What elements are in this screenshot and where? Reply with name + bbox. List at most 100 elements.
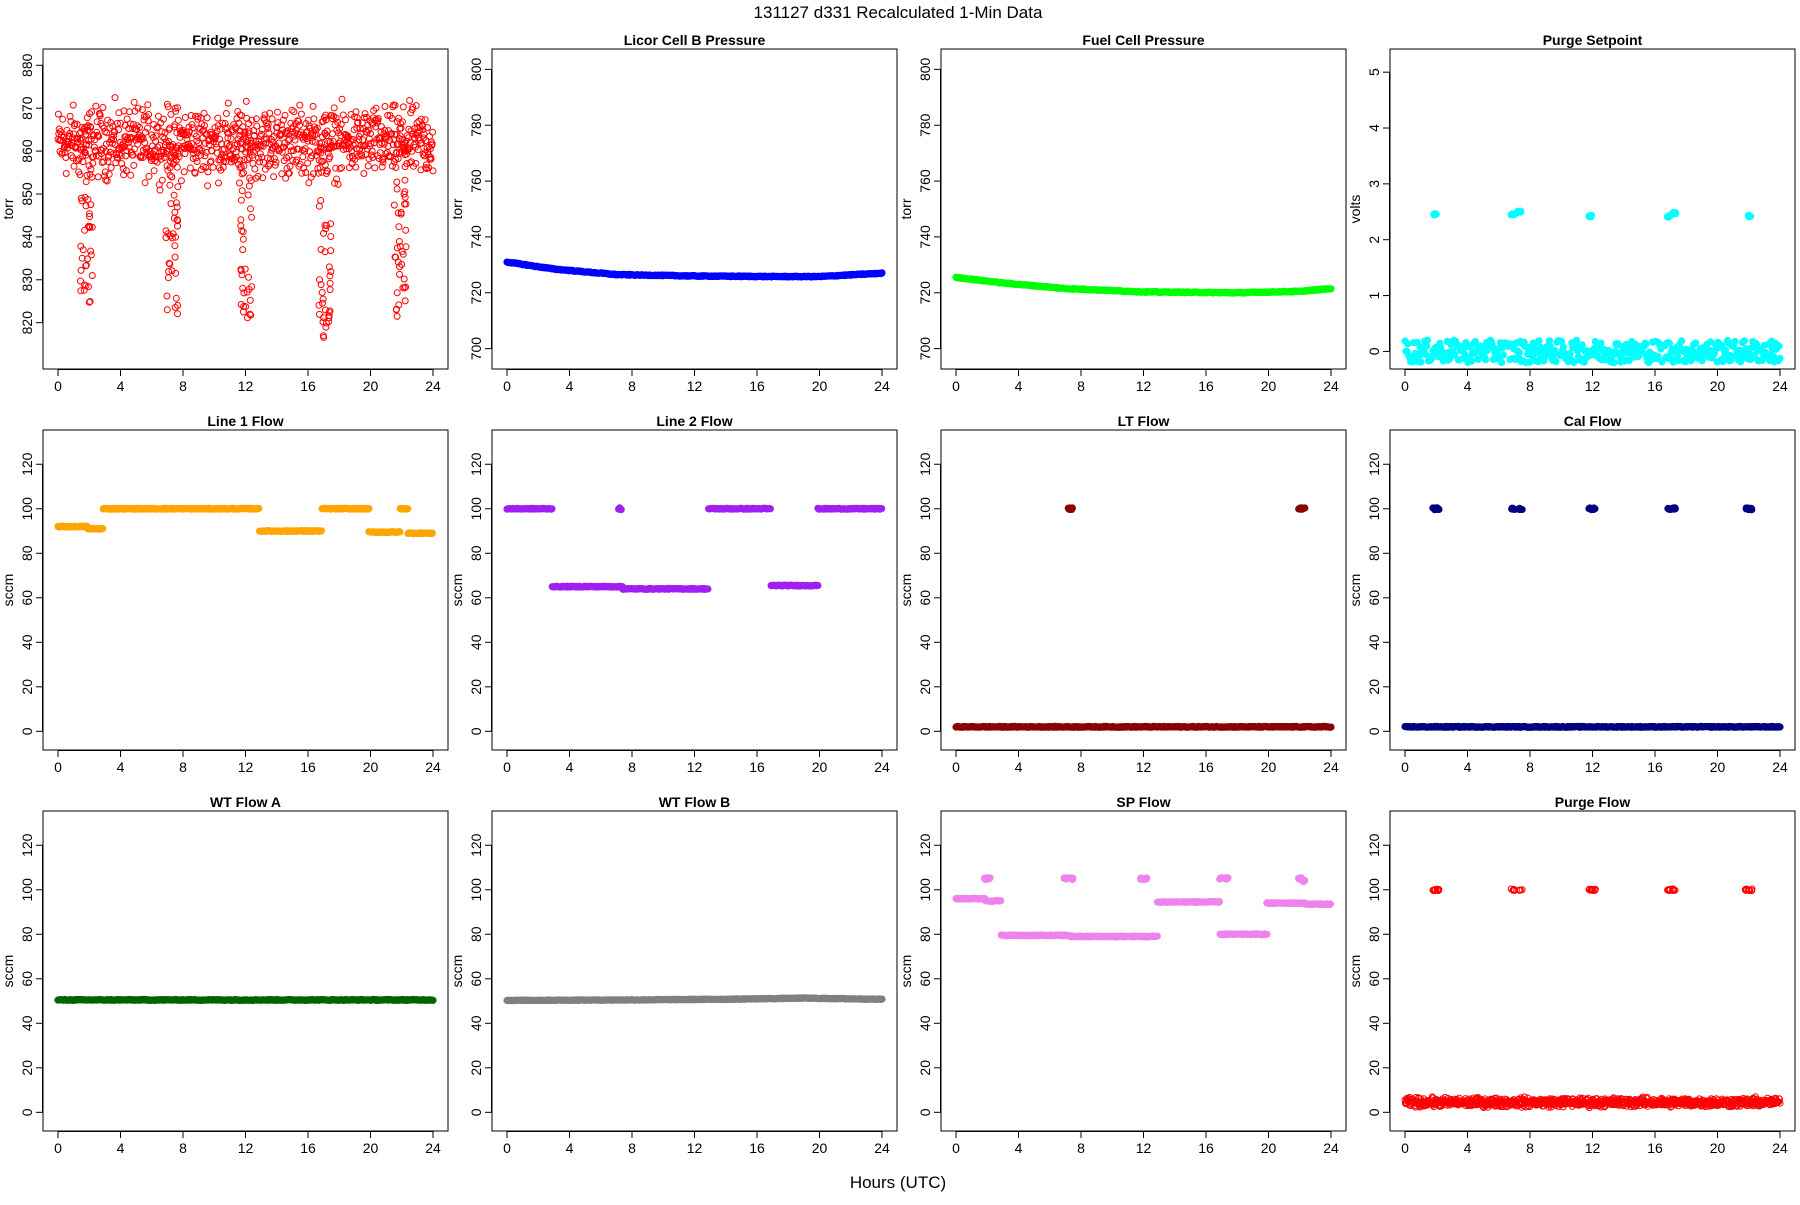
data-point [131, 99, 137, 105]
x-tick-label: 4 [566, 378, 574, 394]
y-axis-label: sccm [0, 574, 16, 607]
y-tick-label: 40 [1366, 634, 1382, 650]
y-tick-label: 100 [468, 497, 484, 521]
data-point [1732, 338, 1738, 344]
page-title: 131127 d331 Recalculated 1-Min Data [754, 3, 1043, 22]
x-tick-label: 8 [628, 1140, 636, 1156]
data-point [617, 506, 623, 512]
data-points [504, 259, 885, 280]
data-points [55, 505, 436, 537]
y-tick-label: 20 [19, 679, 35, 695]
y-tick-label: 60 [468, 590, 484, 606]
data-point [396, 224, 402, 230]
x-tick-label: 4 [566, 1140, 574, 1156]
data-point [247, 297, 253, 303]
x-tick-label: 24 [425, 1140, 441, 1156]
data-points [504, 995, 885, 1004]
y-axis-label: sccm [449, 955, 465, 988]
panel-title: Fridge Pressure [192, 32, 299, 48]
data-point [1536, 338, 1542, 344]
panel-title: Fuel Cell Pressure [1082, 32, 1204, 48]
x-tick-label: 24 [425, 759, 441, 775]
panel-title: Line 2 Flow [656, 413, 732, 429]
data-point [372, 165, 378, 171]
data-point [1777, 355, 1783, 361]
x-tick-label: 24 [1772, 759, 1788, 775]
y-tick-label: 780 [917, 113, 933, 137]
data-point [254, 123, 260, 129]
data-point [1509, 506, 1515, 512]
y-tick-label: 0 [1366, 347, 1382, 355]
data-point [323, 324, 329, 330]
x-tick-label: 4 [1015, 759, 1023, 775]
data-point [1514, 208, 1520, 214]
data-point [362, 111, 368, 117]
y-tick-label: 5 [1366, 68, 1382, 76]
panel-title: Cal Flow [1564, 413, 1622, 429]
plot-frame [1390, 430, 1795, 750]
x-tick-label: 24 [425, 378, 441, 394]
x-tick-label: 12 [1585, 378, 1601, 394]
x-tick-label: 20 [1261, 378, 1277, 394]
x-tick-label: 4 [566, 759, 574, 775]
data-point [93, 103, 99, 109]
data-point [316, 311, 322, 317]
y-tick-label: 740 [468, 225, 484, 249]
data-point [128, 172, 134, 178]
y-tick-label: 780 [468, 113, 484, 137]
data-point [394, 313, 400, 319]
y-tick-label: 830 [19, 268, 35, 292]
data-point [328, 234, 334, 240]
x-tick-label: 24 [874, 378, 890, 394]
data-point [705, 586, 711, 592]
y-tick-label: 1 [1366, 291, 1382, 299]
data-point [1432, 211, 1438, 217]
data-point [151, 168, 157, 174]
x-tick-label: 24 [1323, 378, 1339, 394]
x-tick-label: 24 [874, 1140, 890, 1156]
data-point [391, 202, 397, 208]
data-point [239, 188, 245, 194]
data-point [1776, 343, 1782, 349]
data-point [165, 275, 171, 281]
data-point [291, 109, 297, 115]
y-tick-label: 60 [19, 590, 35, 606]
data-point [63, 171, 69, 177]
data-point [1587, 212, 1593, 218]
data-point [112, 95, 118, 101]
data-point [430, 997, 436, 1003]
data-point [1516, 349, 1522, 355]
data-point [100, 105, 106, 111]
y-axis-label: sccm [1347, 574, 1363, 607]
data-point [210, 164, 216, 170]
data-point [181, 169, 187, 175]
x-tick-label: 16 [749, 759, 765, 775]
data-point [394, 186, 400, 192]
data-point [1424, 337, 1430, 343]
data-point [1598, 340, 1604, 346]
x-tick-label: 12 [687, 1140, 703, 1156]
y-tick-label: 120 [19, 833, 35, 857]
data-point [175, 184, 181, 190]
panel-title: Licor Cell B Pressure [624, 32, 766, 48]
data-point [327, 287, 333, 293]
x-tick-label: 16 [749, 378, 765, 394]
x-tick-label: 16 [300, 1140, 316, 1156]
data-point [327, 273, 333, 279]
x-tick-label: 20 [1710, 759, 1726, 775]
x-tick-label: 8 [1077, 378, 1085, 394]
data-point [1590, 505, 1596, 511]
data-point [55, 111, 61, 117]
data-point [402, 298, 408, 304]
data-point [164, 293, 170, 299]
x-tick-label: 4 [1015, 378, 1023, 394]
data-point [318, 198, 324, 204]
x-tick-label: 0 [503, 1140, 511, 1156]
x-tick-label: 20 [1710, 378, 1726, 394]
plot-frame [492, 811, 897, 1131]
x-tick-label: 20 [363, 1140, 379, 1156]
data-point [382, 104, 388, 110]
